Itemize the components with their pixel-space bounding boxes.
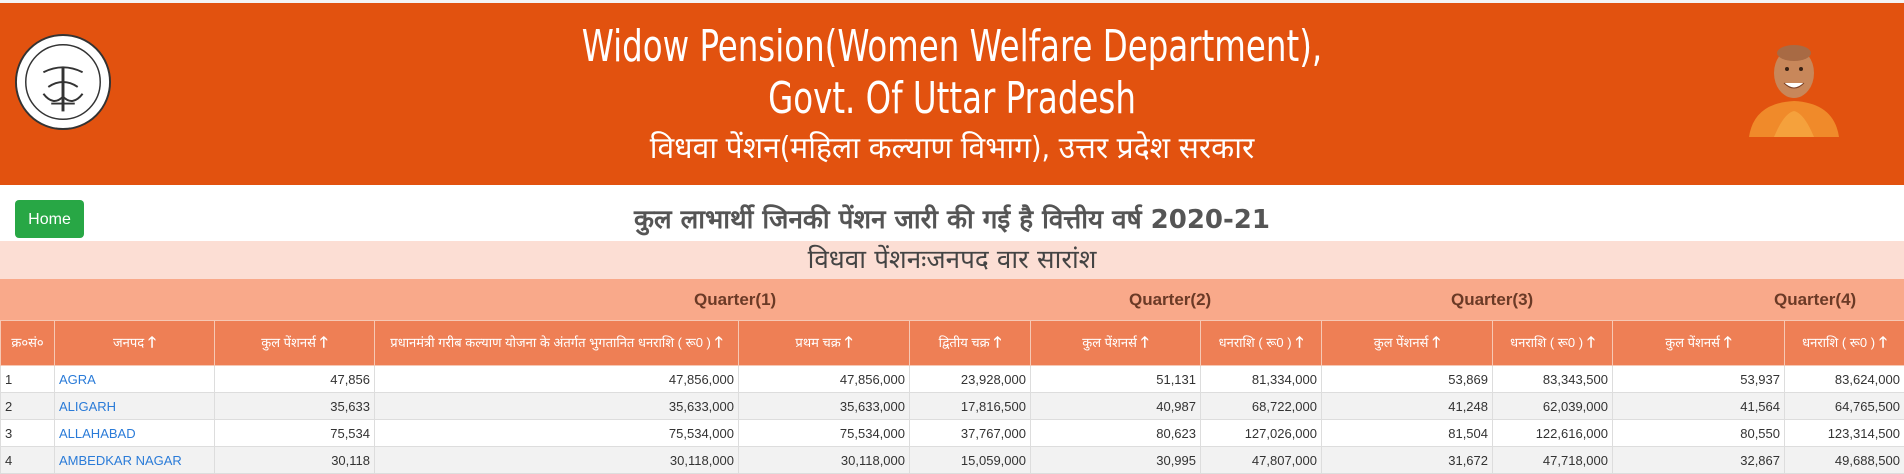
table-header-row: क्र०सं० जनपद🡑 कुल पेंशनर्स🡑 प्रधानमंत्री… (1, 321, 1904, 366)
cell-value: 51,131 (1031, 366, 1201, 393)
cell-value: 32,867 (1613, 447, 1785, 474)
district-link[interactable]: ALLAHABAD (55, 420, 215, 447)
cell-value: 127,026,000 (1201, 420, 1322, 447)
cell-value: 83,343,500 (1493, 366, 1613, 393)
cell-value: 62,039,000 (1493, 393, 1613, 420)
table-row: 1 AGRA 47,856 47,856,000 47,856,000 23,9… (1, 366, 1904, 393)
table-row: 4 AMBEDKAR NAGAR 30,118 30,118,000 30,11… (1, 447, 1904, 474)
quarter-1-label: Quarter(1) (694, 279, 776, 320)
up-government-emblem-icon (14, 33, 112, 131)
sort-arrow-icon[interactable]: 🡑 (994, 334, 1002, 351)
chief-minister-photo-icon (1744, 33, 1844, 137)
cell-value: 35,633,000 (375, 393, 739, 420)
sort-arrow-icon[interactable]: 🡑 (1587, 334, 1595, 351)
cell-value: 81,504 (1322, 420, 1493, 447)
cell-value: 80,623 (1031, 420, 1201, 447)
cell-serial: 2 (1, 393, 55, 420)
cell-value: 31,672 (1322, 447, 1493, 474)
cell-value: 40,987 (1031, 393, 1201, 420)
col-header-first-cycle[interactable]: प्रथम चक्र🡑 (739, 321, 910, 366)
district-summary-table: क्र०सं० जनपद🡑 कुल पेंशनर्स🡑 प्रधानमंत्री… (0, 320, 1904, 474)
cell-value: 30,118 (215, 447, 375, 474)
cell-value: 47,856 (215, 366, 375, 393)
cell-value: 68,722,000 (1201, 393, 1322, 420)
sort-arrow-icon[interactable]: 🡑 (1879, 334, 1887, 351)
cell-value: 123,314,500 (1785, 420, 1904, 447)
cell-value: 35,633 (215, 393, 375, 420)
cell-value: 83,624,000 (1785, 366, 1904, 393)
quarter-4-label: Quarter(4) (1774, 279, 1856, 320)
sort-arrow-icon[interactable]: 🡑 (148, 334, 156, 351)
page-title: कुल लाभार्थी जिनकी पेंशन जारी की गई है व… (0, 202, 1904, 238)
col-header-q3-amount[interactable]: धनराशि ( रू0 )🡑 (1493, 321, 1613, 366)
cell-value: 23,928,000 (910, 366, 1031, 393)
cell-value: 17,816,500 (910, 393, 1031, 420)
district-link[interactable]: ALIGARH (55, 393, 215, 420)
col-header-pmgky-amount[interactable]: प्रधानमंत्री गरीब कल्याण योजना के अंतर्ग… (375, 321, 739, 366)
cell-value: 75,534 (215, 420, 375, 447)
col-header-q2-total-pensioners[interactable]: कुल पेंशनर्स🡑 (1031, 321, 1201, 366)
site-header: Widow Pension(Women Welfare Department),… (0, 3, 1904, 185)
quarter-3-label: Quarter(3) (1451, 279, 1533, 320)
sort-arrow-icon[interactable]: 🡑 (1141, 334, 1149, 351)
sort-arrow-icon[interactable]: 🡑 (1296, 334, 1304, 351)
sort-arrow-icon[interactable]: 🡑 (715, 334, 723, 351)
col-header-q4-total-pensioners[interactable]: कुल पेंशनर्स🡑 (1613, 321, 1785, 366)
header-title-line1: Widow Pension(Women Welfare Department), (171, 21, 1732, 73)
col-header-second-cycle[interactable]: द्वितीय चक्र🡑 (910, 321, 1031, 366)
summary-title: विधवा पेंशनःजनपद वार सारांश (0, 241, 1904, 279)
cell-serial: 1 (1, 366, 55, 393)
sort-arrow-icon[interactable]: 🡑 (320, 334, 328, 351)
header-subtitle-hindi: विधवा पेंशन(महिला कल्याण विभाग), उत्तर प… (0, 131, 1904, 167)
quarter-2-label: Quarter(2) (1129, 279, 1211, 320)
cell-value: 75,534,000 (375, 420, 739, 447)
cell-value: 15,059,000 (910, 447, 1031, 474)
cell-value: 37,767,000 (910, 420, 1031, 447)
col-header-q3-total-pensioners[interactable]: कुल पेंशनर्स🡑 (1322, 321, 1493, 366)
cell-value: 53,869 (1322, 366, 1493, 393)
cell-value: 35,633,000 (739, 393, 910, 420)
district-link[interactable]: AGRA (55, 366, 215, 393)
col-header-q2-amount[interactable]: धनराशि ( रू0 )🡑 (1201, 321, 1322, 366)
cell-value: 30,995 (1031, 447, 1201, 474)
col-header-q4-amount[interactable]: धनराशि ( रू0 )🡑 (1785, 321, 1904, 366)
cell-value: 64,765,500 (1785, 393, 1904, 420)
table-row: 3 ALLAHABAD 75,534 75,534,000 75,534,000… (1, 420, 1904, 447)
table-row: 2 ALIGARH 35,633 35,633,000 35,633,000 1… (1, 393, 1904, 420)
cell-value: 41,564 (1613, 393, 1785, 420)
district-link[interactable]: AMBEDKAR NAGAR (55, 447, 215, 474)
cell-value: 53,937 (1613, 366, 1785, 393)
cell-value: 81,334,000 (1201, 366, 1322, 393)
col-header-q1-total-pensioners[interactable]: कुल पेंशनर्स🡑 (215, 321, 375, 366)
cell-value: 75,534,000 (739, 420, 910, 447)
cell-value: 47,807,000 (1201, 447, 1322, 474)
cell-value: 41,248 (1322, 393, 1493, 420)
cell-value: 30,118,000 (739, 447, 910, 474)
cell-serial: 4 (1, 447, 55, 474)
cell-value: 47,856,000 (739, 366, 910, 393)
sort-arrow-icon[interactable]: 🡑 (845, 334, 853, 351)
cell-value: 80,550 (1613, 420, 1785, 447)
col-header-district[interactable]: जनपद🡑 (55, 321, 215, 366)
header-title-line2: Govt. Of Uttar Pradesh (171, 73, 1732, 125)
cell-value: 122,616,000 (1493, 420, 1613, 447)
col-header-serial[interactable]: क्र०सं० (1, 321, 55, 366)
cell-serial: 3 (1, 420, 55, 447)
cell-value: 30,118,000 (375, 447, 739, 474)
quarter-header-bar: Quarter(1) Quarter(2) Quarter(3) Quarter… (0, 279, 1904, 320)
sort-arrow-icon[interactable]: 🡑 (1432, 334, 1440, 351)
cell-value: 47,856,000 (375, 366, 739, 393)
sort-arrow-icon[interactable]: 🡑 (1724, 334, 1732, 351)
cell-value: 49,688,500 (1785, 447, 1904, 474)
cell-value: 47,718,000 (1493, 447, 1613, 474)
